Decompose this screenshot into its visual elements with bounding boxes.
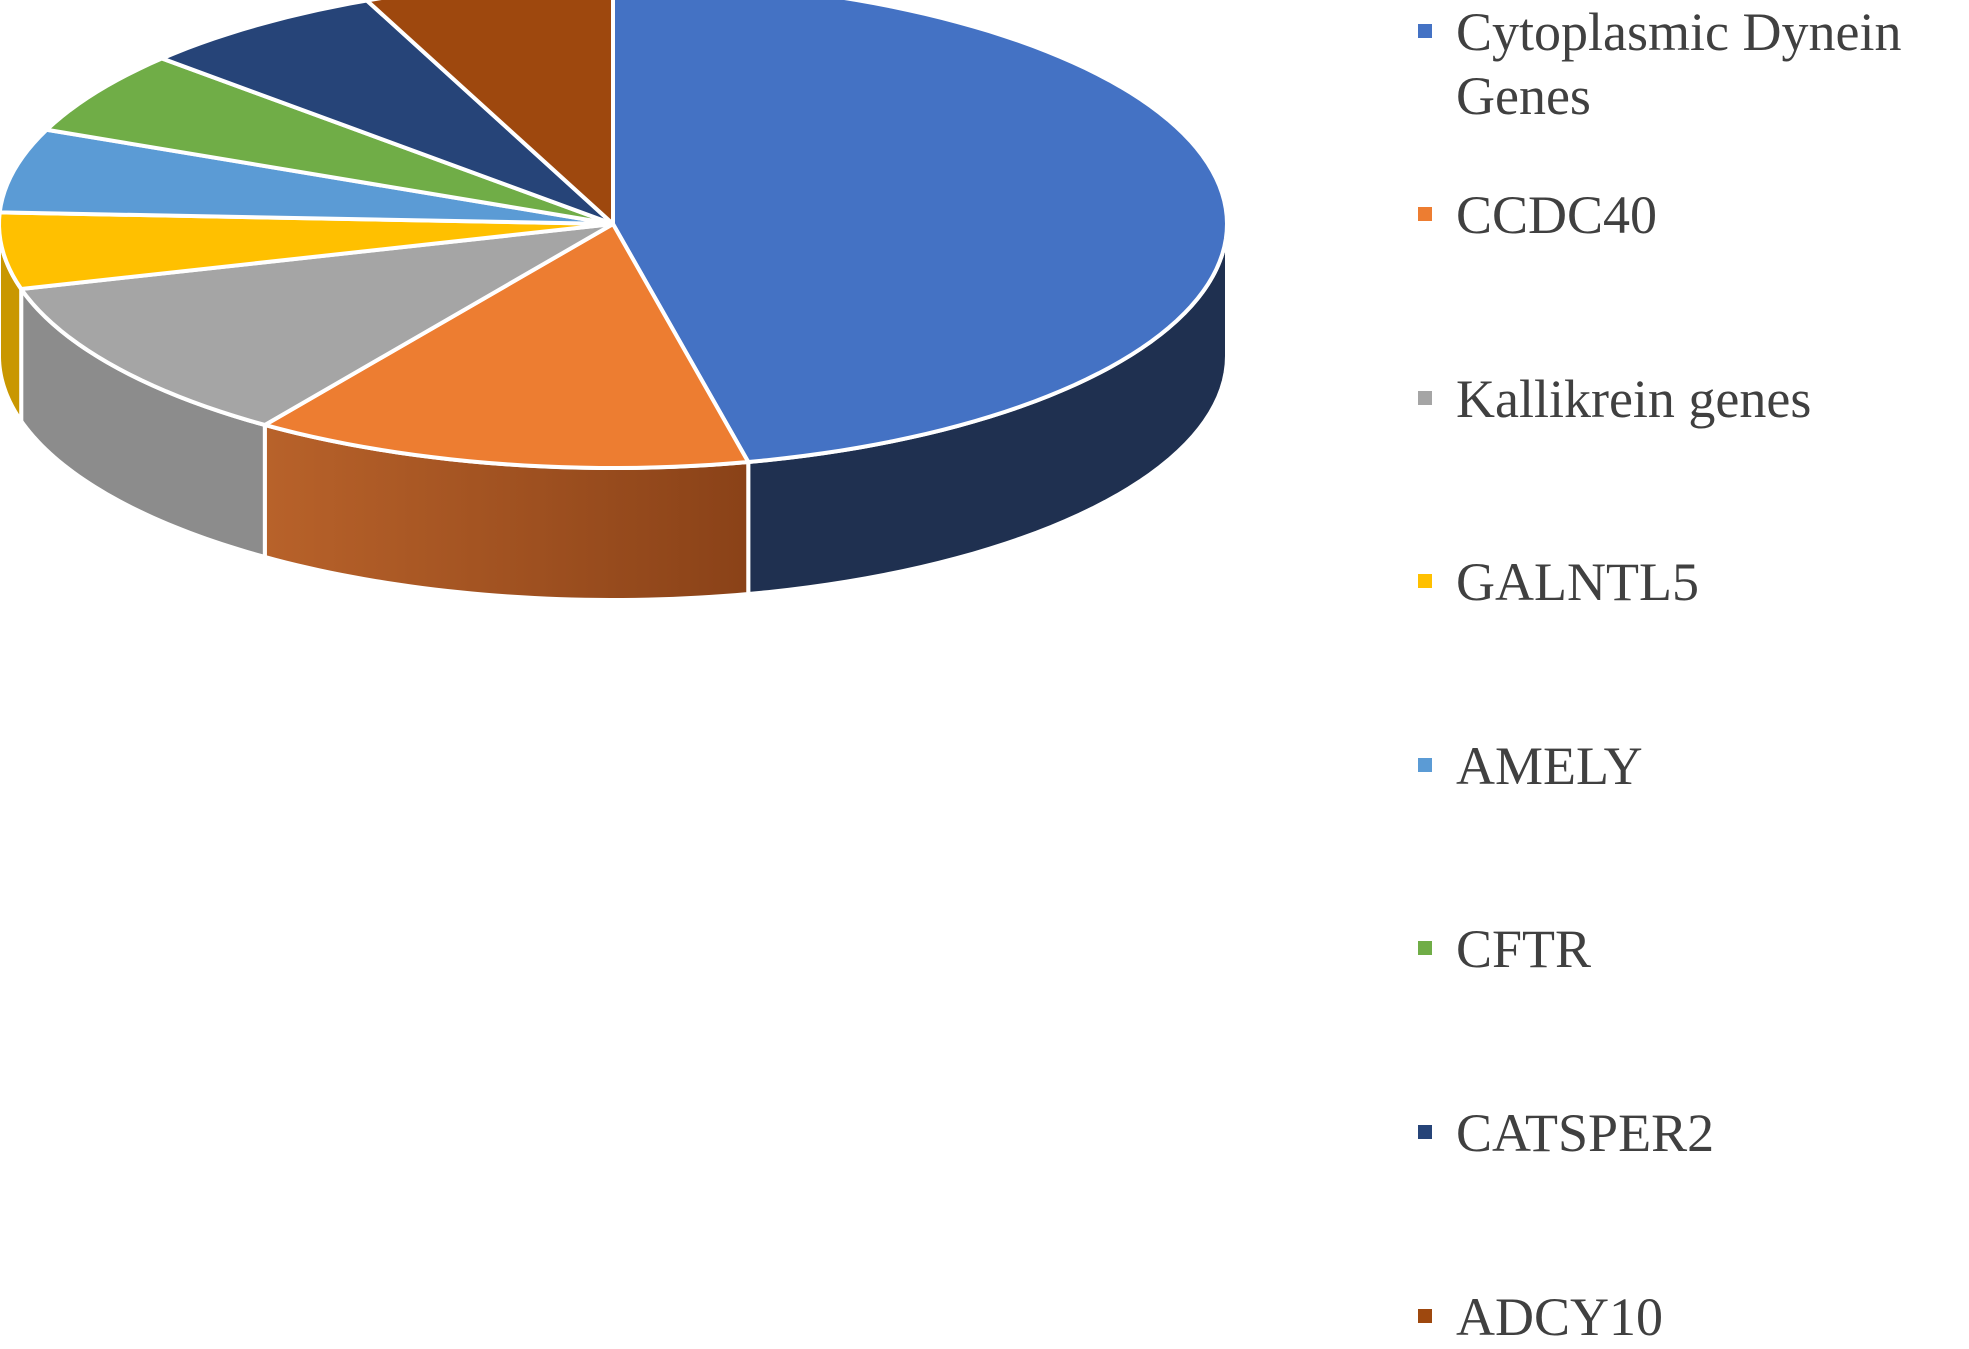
legend-label: ADCY10 xyxy=(1456,1287,1664,1347)
legend-label: AMELY xyxy=(1456,736,1643,796)
pie-slice-ccdc40 xyxy=(262,222,751,470)
legend-label: CCDC40 xyxy=(1456,185,1658,245)
pie-chart xyxy=(0,0,1229,602)
pie-slice-catsper2 xyxy=(159,0,615,226)
pie-slice-cytoplasmic-dynein-genes xyxy=(611,0,1229,464)
legend-swatch xyxy=(1418,574,1432,588)
legend-label: GALNTL5 xyxy=(1456,552,1699,612)
pie-slice-galntl5 xyxy=(0,210,615,292)
legend-swatch xyxy=(1418,1309,1432,1323)
pie-top-faces xyxy=(0,0,1229,470)
legend-swatch xyxy=(1418,207,1432,221)
legend-swatch xyxy=(1418,758,1432,772)
pie-slice-adcy10 xyxy=(364,0,615,226)
legend-label: Cytoplasmic Dynein Genes xyxy=(1456,2,1902,126)
legend-swatch xyxy=(1418,941,1432,955)
legend-swatch xyxy=(1418,1125,1432,1139)
legend: Cytoplasmic Dynein Genes CCDC40 Kallikrein… xyxy=(1418,0,1969,1347)
legend-label: CFTR xyxy=(1456,919,1592,979)
legend-label: Kallikrein genes xyxy=(1456,369,1812,429)
pie-slice-cftr xyxy=(44,56,615,226)
legend-label: CATSPER2 xyxy=(1456,1103,1715,1163)
legend-swatch xyxy=(1418,24,1432,38)
legend-swatch xyxy=(1418,391,1432,405)
